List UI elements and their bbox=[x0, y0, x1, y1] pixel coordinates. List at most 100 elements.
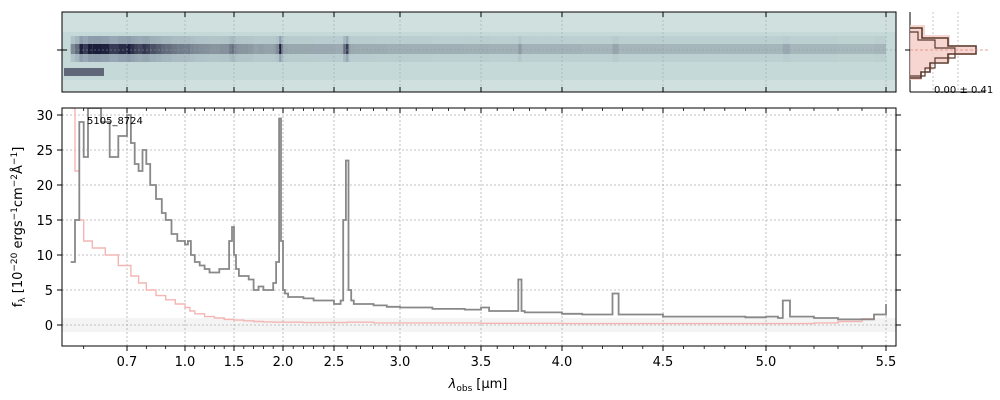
trace2d-wing bbox=[101, 36, 110, 44]
trace2d-wing bbox=[432, 54, 465, 62]
trace2d-wing bbox=[190, 54, 195, 62]
trace2d-wing bbox=[238, 36, 244, 44]
y-axis-label: fλ [10−20 ergs−1cm−2Å−1] bbox=[10, 147, 28, 308]
trace2d-wing bbox=[766, 36, 778, 44]
trace2d-segment bbox=[724, 44, 746, 54]
trace2d-wing bbox=[766, 54, 778, 62]
trace2d-wing bbox=[353, 54, 361, 62]
trace2d-wing bbox=[386, 54, 400, 62]
trace2d-wing bbox=[204, 54, 210, 62]
trace2d-segment bbox=[127, 44, 131, 54]
series-flux-line bbox=[70, 108, 887, 321]
trace2d-wing bbox=[489, 54, 498, 62]
trace2d-lower-feature bbox=[64, 68, 104, 76]
trace2d-wing bbox=[219, 54, 225, 62]
trace2d-segment bbox=[79, 44, 84, 54]
y-label-base: f bbox=[11, 302, 26, 307]
trace2d-wing bbox=[109, 36, 119, 44]
trace2d-segment bbox=[248, 44, 254, 54]
trace2d-wing bbox=[268, 36, 274, 44]
trace2d-wing bbox=[838, 36, 862, 44]
trace2d-wing bbox=[529, 54, 546, 62]
trace2d-wing bbox=[497, 54, 514, 62]
x-tick-label-5: 3.0 bbox=[390, 355, 411, 370]
y-tick-label-2: 10 bbox=[36, 249, 53, 264]
trace2d-segment bbox=[303, 44, 314, 54]
x-tick-label-4: 2.5 bbox=[324, 355, 345, 370]
trace2d-wing bbox=[83, 54, 88, 62]
trace2d-wing bbox=[281, 54, 283, 62]
y-tick-label-3: 15 bbox=[36, 214, 53, 229]
trace2d-wing bbox=[874, 36, 886, 44]
trace2d-segment bbox=[243, 44, 249, 54]
trace2d-wing bbox=[340, 54, 344, 62]
trace2d-wing bbox=[518, 36, 522, 44]
trace2d-wing bbox=[343, 54, 346, 62]
y-tick-label-6: 30 bbox=[36, 109, 53, 124]
spectrum-2d-top-band bbox=[62, 12, 896, 32]
trace2d-wing bbox=[70, 36, 75, 44]
trace2d-wing bbox=[236, 54, 239, 62]
trace2d-segment bbox=[481, 44, 490, 54]
trace2d-wing bbox=[75, 54, 80, 62]
x-tick-label-2: 1.5 bbox=[224, 355, 245, 370]
x-axis-label-main: λ bbox=[448, 377, 457, 392]
trace2d-wing bbox=[360, 54, 374, 62]
trace2d-wing bbox=[88, 36, 93, 44]
trace2d-wing bbox=[521, 36, 525, 44]
trace2d-segment bbox=[219, 44, 225, 54]
trace2d-wing bbox=[334, 54, 341, 62]
x-tick-label-1: 1.0 bbox=[175, 355, 196, 370]
trace2d-wing bbox=[582, 36, 603, 44]
trace2d-segment bbox=[497, 44, 514, 54]
trace2d-segment bbox=[279, 44, 282, 54]
trace2d-wing bbox=[524, 54, 530, 62]
trace2d-wing bbox=[258, 54, 264, 62]
trace2d-segment bbox=[334, 44, 341, 54]
trace2d-segment bbox=[602, 44, 613, 54]
trace2d-wing bbox=[303, 54, 314, 62]
trace2d-wing bbox=[177, 36, 185, 44]
trace2d-wing bbox=[232, 54, 234, 62]
trace2d-segment bbox=[373, 44, 387, 54]
trace2d-segment bbox=[545, 44, 562, 54]
trace2d-wing bbox=[273, 36, 277, 44]
trace2d-wing bbox=[243, 36, 249, 44]
trace2d-segment bbox=[142, 44, 147, 54]
trace2d-wing bbox=[118, 36, 127, 44]
trace2d-wing bbox=[214, 36, 220, 44]
trace2d-wing bbox=[130, 54, 135, 62]
trace2d-segment bbox=[521, 44, 525, 54]
hist-step bbox=[910, 27, 977, 79]
trace2d-segment bbox=[323, 44, 334, 54]
x-axis-label: λobs [μm] bbox=[448, 377, 508, 394]
trace2d-wing bbox=[838, 54, 862, 62]
trace2d-wing bbox=[146, 54, 151, 62]
trace2d-wing bbox=[642, 54, 663, 62]
trace2d-wing bbox=[92, 36, 101, 44]
trace2d-segment bbox=[146, 44, 151, 54]
trace2d-wing bbox=[704, 36, 725, 44]
trace2d-wing bbox=[127, 54, 131, 62]
trace2d-wing bbox=[194, 54, 200, 62]
trace2d-segment bbox=[109, 44, 119, 54]
trace2d-segment bbox=[513, 44, 519, 54]
trace2d-segment bbox=[281, 44, 283, 54]
trace2d-segment bbox=[683, 44, 705, 54]
trace2d-wing bbox=[343, 36, 346, 44]
trace2d-wing bbox=[513, 36, 519, 44]
object-label: 5105_8724 bbox=[87, 116, 143, 127]
spectrum-1d-grid bbox=[62, 108, 896, 346]
y-label-open: [10 bbox=[11, 272, 26, 298]
trace2d-wing bbox=[258, 36, 264, 44]
spectrum-2d-grid bbox=[62, 12, 896, 92]
trace2d-segment bbox=[386, 44, 400, 54]
trace2d-segment bbox=[862, 44, 874, 54]
trace2d-wing bbox=[612, 54, 619, 62]
trace2d-segment bbox=[618, 44, 623, 54]
y-axis-ticks: 0 5 10 15 20 25 30 bbox=[36, 109, 901, 334]
trace2d-wing bbox=[814, 54, 838, 62]
y-label-exp3: −2 bbox=[10, 174, 20, 187]
trace2d-wing bbox=[778, 54, 783, 62]
trace2d-wing bbox=[602, 36, 613, 44]
